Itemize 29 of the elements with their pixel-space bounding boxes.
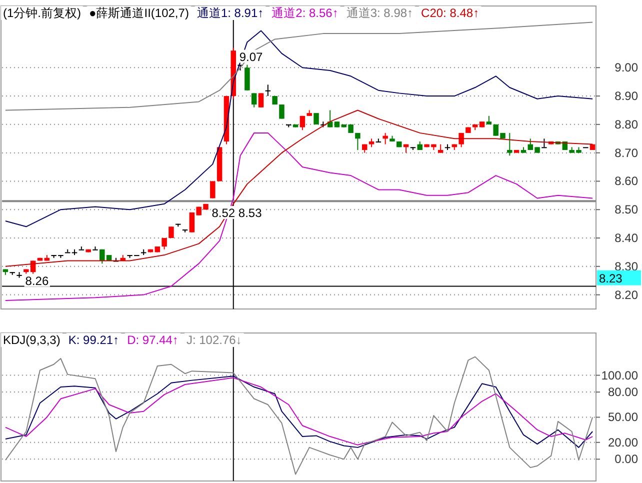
chart-title: KDJ(9,3,3)	[3, 333, 60, 347]
y-tick-label: 8.50	[614, 202, 638, 217]
chart-title: (1分钟.前复权)	[3, 6, 82, 20]
y-tick-label: 9.00	[614, 60, 638, 75]
annotation: 8.26	[25, 274, 49, 288]
chart-subtitle: ●薛斯通道II(102,7)	[89, 6, 189, 20]
text: K: 99.21↑	[68, 333, 120, 347]
y-tick-label: 0.00	[614, 452, 638, 466]
ref-line-label: 8.23	[599, 271, 623, 286]
y-tick-label: 20.00	[608, 435, 638, 450]
text: D: 97.44↑	[127, 333, 178, 347]
series-label: 通道1: 8.91↑	[196, 6, 264, 20]
annotation: 9.07	[239, 50, 264, 64]
y-tick-label: 8.40	[614, 231, 638, 246]
y-tick-label: 8.80	[614, 117, 638, 132]
y-tick-label: 8.90	[614, 89, 638, 104]
y-tick-label: 8.20	[614, 288, 638, 302]
y-tick-label: 100.00	[601, 368, 638, 382]
annotation: 8.52	[212, 206, 236, 220]
series-label: 通道3: 8.98↑	[346, 6, 414, 20]
y-tick-label: 8.30	[614, 259, 638, 274]
text: C20: 8.48↑	[421, 6, 480, 20]
series-label: J: 102.76↓	[186, 333, 242, 347]
y-tick-label: 80.00	[608, 385, 638, 400]
y-tick-label: 8.60	[614, 174, 638, 188]
text: 通道2: 8.56↑	[272, 6, 338, 20]
y-tick-label: 50.00	[608, 410, 638, 424]
annotation: 8.53	[238, 206, 262, 220]
y-tick-label: 8.70	[614, 146, 638, 160]
